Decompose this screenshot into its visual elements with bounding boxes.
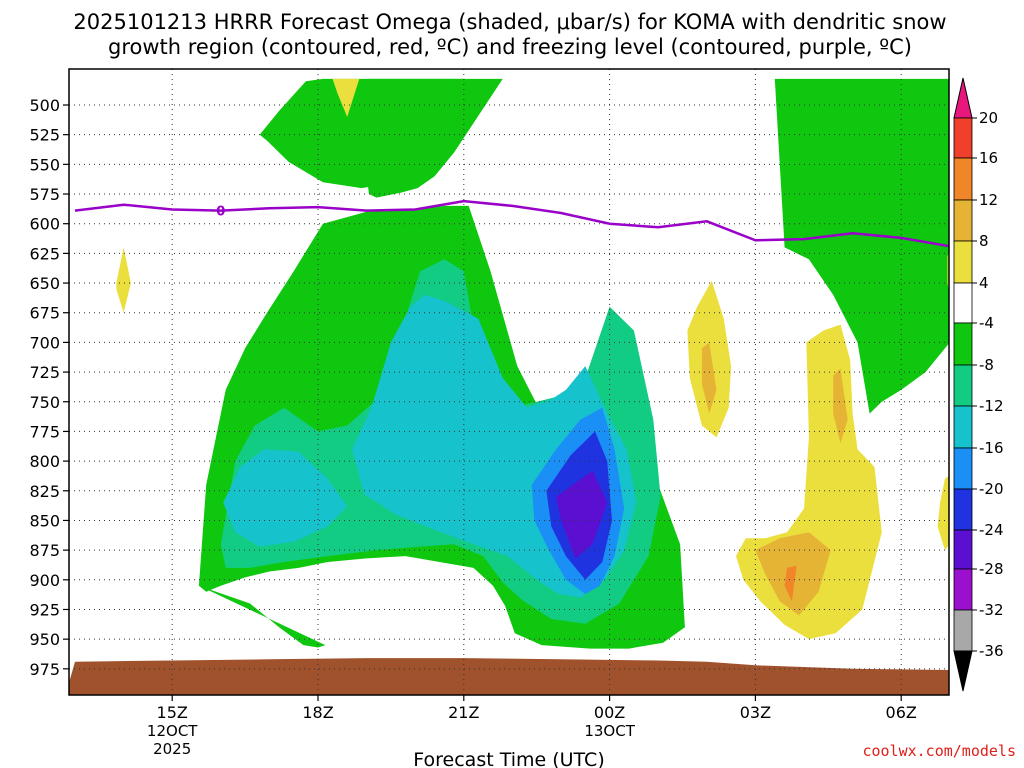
y-tick-label: 750 xyxy=(29,393,60,412)
plot-frame xyxy=(68,68,950,696)
y-tick-label: 800 xyxy=(29,452,60,471)
colorbar-label: -32 xyxy=(979,601,1004,619)
omega-region xyxy=(198,585,326,648)
colorbar-segment xyxy=(953,322,973,366)
colorbar-label: -36 xyxy=(979,642,1004,660)
y-tick-label: 525 xyxy=(29,126,60,145)
y-tick-label: 675 xyxy=(29,304,60,323)
y-tick-label: 775 xyxy=(29,422,60,441)
omega-region xyxy=(774,78,949,414)
omega-region xyxy=(259,78,469,189)
freezing-level-line xyxy=(74,199,949,248)
y-tick-label: 825 xyxy=(29,482,60,501)
x-date-label: 12OCT xyxy=(147,722,198,740)
freezing-level-layer: 0 xyxy=(74,199,949,248)
terrain-layer xyxy=(69,658,949,695)
y-tick-label: 650 xyxy=(29,274,60,293)
colorbar-segment xyxy=(953,405,973,449)
y-tick-label: 625 xyxy=(29,244,60,263)
y-tick-label: 850 xyxy=(29,511,60,530)
colorbar-segment xyxy=(953,282,973,324)
colorbar-segment xyxy=(953,364,973,407)
colorbar-segment xyxy=(953,157,973,201)
omega-region xyxy=(332,78,360,117)
y-tick-label: 725 xyxy=(29,363,60,382)
colorbar-bottom-arrow xyxy=(953,650,973,692)
colorbar-label: 8 xyxy=(979,232,989,250)
y-tick-label: 600 xyxy=(29,215,60,234)
x-tick-label: 03Z xyxy=(740,703,771,722)
colorbar-label: -12 xyxy=(979,397,1004,415)
terrain-fill xyxy=(69,658,949,695)
chart-title-line-1: 2025101213 HRRR Forecast Omega (shaded, … xyxy=(73,10,946,34)
credit-text: coolwx.com/models xyxy=(862,742,1016,760)
omega-region xyxy=(937,475,949,551)
chart-title-line-2: growth region (contoured, red, ºC) and f… xyxy=(108,35,912,59)
colorbar-segment xyxy=(953,117,973,159)
x-date-label: 13OCT xyxy=(584,722,635,740)
colorbar-top-arrow xyxy=(953,77,973,119)
omega-shading xyxy=(116,78,949,649)
omega-region xyxy=(116,247,131,313)
y-tick-label: 900 xyxy=(29,571,60,590)
y-tick-label: 875 xyxy=(29,541,60,560)
x-tick-label: 21Z xyxy=(448,703,479,722)
y-tick-label: 500 xyxy=(29,96,60,115)
colorbar-label: -28 xyxy=(979,560,1004,578)
omega-region xyxy=(784,565,797,602)
omega-region xyxy=(223,449,348,547)
colorbar-segment xyxy=(953,447,973,490)
colorbar-segment xyxy=(953,240,973,284)
grid-lines xyxy=(69,69,949,695)
colorbar-label: 20 xyxy=(979,109,998,127)
colorbar-segment xyxy=(953,529,973,570)
colorbar-segment xyxy=(953,609,973,652)
colorbar-label: -4 xyxy=(979,314,994,332)
x-tick-label: 18Z xyxy=(302,703,333,722)
x-tick-label: 06Z xyxy=(886,703,917,722)
y-tick-label: 950 xyxy=(29,630,60,649)
x-year-label: 2025 xyxy=(153,740,191,758)
colorbar-label: 16 xyxy=(979,149,998,167)
colorbar-label: -20 xyxy=(979,480,1004,498)
colorbar: 20 16 12 8 4 -4 -8 -12 -16 -20 -24 -28 -32 -36 xyxy=(953,77,1004,692)
colorbar-label: -24 xyxy=(979,521,1004,539)
plot-area: 0 xyxy=(69,69,949,695)
y-tick-label: 975 xyxy=(29,660,60,679)
y-axis: 500 525 550 575 600 625 650 675 700 725 750 775 800 8… xyxy=(29,96,69,679)
y-tick-label: 550 xyxy=(29,155,60,174)
colorbar-segment xyxy=(953,488,973,531)
colorbar-label: 4 xyxy=(979,274,989,292)
omega-region xyxy=(556,470,608,559)
freezing-level-label: 0 xyxy=(216,205,225,220)
colorbar-label: -8 xyxy=(979,356,994,374)
x-axis-title: Forecast Time (UTC) xyxy=(413,749,604,768)
y-tick-label: 925 xyxy=(29,600,60,619)
colorbar-label: 12 xyxy=(979,191,998,209)
y-tick-label: 700 xyxy=(29,333,60,352)
x-tick-label: 00Z xyxy=(594,703,625,722)
omega-region xyxy=(833,368,848,444)
colorbar-label: -16 xyxy=(979,439,1004,457)
y-tick-label: 575 xyxy=(29,185,60,204)
colorbar-segment xyxy=(953,568,973,611)
colorbar-segment xyxy=(953,199,973,242)
omega-region xyxy=(701,342,717,414)
x-tick-label: 15Z xyxy=(157,703,188,722)
